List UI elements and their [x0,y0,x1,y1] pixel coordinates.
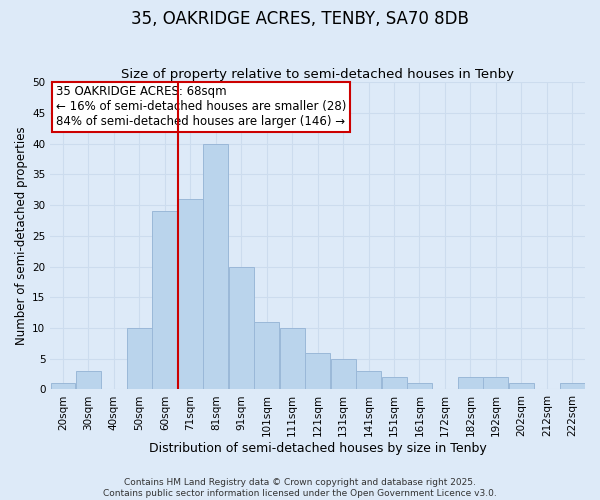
Bar [178,199,203,390]
Y-axis label: Number of semi-detached properties: Number of semi-detached properties [15,126,28,345]
Bar [229,266,254,390]
Title: Size of property relative to semi-detached houses in Tenby: Size of property relative to semi-detach… [121,68,514,81]
Bar [382,377,407,390]
Bar [509,384,534,390]
Bar [203,144,228,390]
Bar [76,371,101,390]
Text: 35, OAKRIDGE ACRES, TENBY, SA70 8DB: 35, OAKRIDGE ACRES, TENBY, SA70 8DB [131,10,469,28]
Bar [560,384,585,390]
Bar [458,377,483,390]
Bar [127,328,152,390]
Bar [280,328,305,390]
X-axis label: Distribution of semi-detached houses by size in Tenby: Distribution of semi-detached houses by … [149,442,487,455]
Bar [305,352,330,390]
Bar [484,377,508,390]
Text: 35 OAKRIDGE ACRES: 68sqm
← 16% of semi-detached houses are smaller (28)
84% of s: 35 OAKRIDGE ACRES: 68sqm ← 16% of semi-d… [56,85,346,128]
Bar [407,384,432,390]
Bar [331,358,356,390]
Bar [356,371,381,390]
Bar [254,322,279,390]
Bar [152,211,178,390]
Text: Contains HM Land Registry data © Crown copyright and database right 2025.
Contai: Contains HM Land Registry data © Crown c… [103,478,497,498]
Bar [50,384,76,390]
